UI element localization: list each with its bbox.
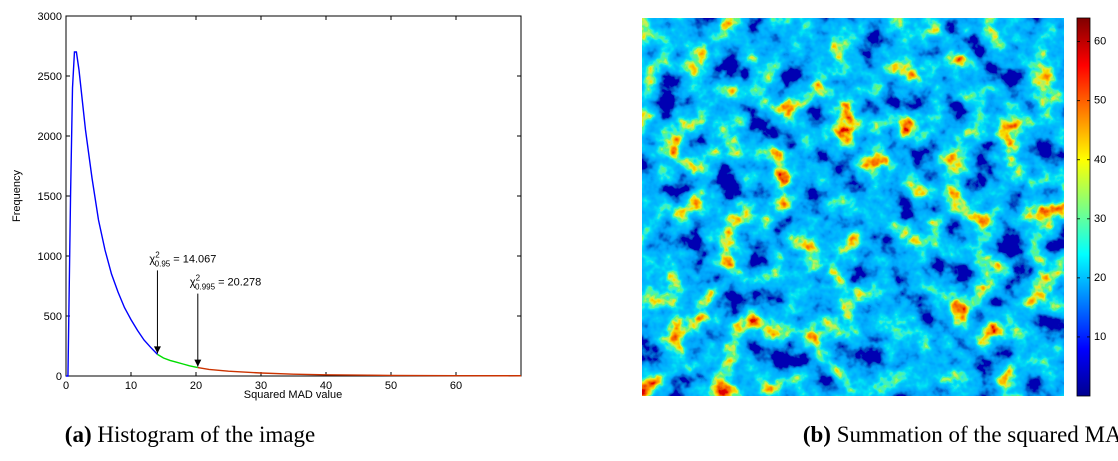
colorbar-tick-label: 40 xyxy=(1094,154,1106,166)
annotation-sub: 0.995 xyxy=(195,283,216,292)
annotation-sup: 2 xyxy=(196,274,201,283)
annotation-symbol: χ xyxy=(190,277,196,289)
y-tick-label: 3000 xyxy=(38,11,62,23)
colorbar xyxy=(1076,17,1091,397)
colorbar-tick-label: 10 xyxy=(1094,331,1106,343)
caption-a: (a) Histogram of the image xyxy=(65,422,315,447)
y-tick-label: 2500 xyxy=(38,71,62,83)
annotation-sub: 0.95 xyxy=(155,259,171,268)
caption-text: Histogram of the image xyxy=(97,422,315,447)
colorbar-tick-label: 50 xyxy=(1094,95,1106,107)
caption-b: (b) Summation of the squared MADs xyxy=(803,422,1118,447)
x-axis-label: Squared MAD value xyxy=(244,389,342,401)
heatmap-panel: (b) Summation of the squared MADs 10 20 30… xyxy=(642,17,1118,447)
annotation-symbol: χ xyxy=(149,253,155,265)
arrow-head xyxy=(194,359,202,367)
annotation: χ2 0.95 = 14.067 xyxy=(149,250,216,268)
x-tick-label: 50 xyxy=(385,380,397,392)
data-line xyxy=(197,366,522,377)
colorbar-tick-label: 20 xyxy=(1094,272,1106,284)
colorbar-tick-label: 30 xyxy=(1094,213,1106,225)
plot-frame xyxy=(65,15,522,377)
caption-text: Summation of the squared MADs xyxy=(837,422,1118,447)
y-tick-label: 1000 xyxy=(38,251,62,263)
y-tick-label: 500 xyxy=(44,311,62,323)
x-tick-label: 10 xyxy=(125,380,137,392)
annotation-text: = 14.067 xyxy=(173,253,216,265)
y-tick-label: 2000 xyxy=(38,131,62,143)
annotation-text: = 20.278 xyxy=(218,277,261,289)
x-tick-label: 60 xyxy=(450,380,462,392)
caption-label: (b) xyxy=(803,422,831,447)
x-tick-label: 30 xyxy=(255,380,267,392)
y-tick-label: 0 xyxy=(56,371,62,383)
colorbar-tick-label: 60 xyxy=(1094,36,1106,48)
arrow-head xyxy=(153,346,161,354)
data-line xyxy=(157,353,198,369)
y-axis-label: Frequency xyxy=(11,170,23,222)
x-tick-label: 20 xyxy=(190,380,202,392)
heatmap-image xyxy=(642,18,1064,396)
data-line xyxy=(66,51,158,377)
y-tick-label: 1500 xyxy=(38,191,62,203)
caption-label: (a) xyxy=(65,422,92,447)
annotation: χ2 0.995 = 20.278 xyxy=(190,274,261,292)
histogram-panel: Squared MAD value Frequency (a) Histogra… xyxy=(11,11,522,447)
annotation-sup: 2 xyxy=(155,250,160,259)
x-tick-label: 40 xyxy=(320,380,332,392)
x-tick-label: 0 xyxy=(63,380,69,392)
